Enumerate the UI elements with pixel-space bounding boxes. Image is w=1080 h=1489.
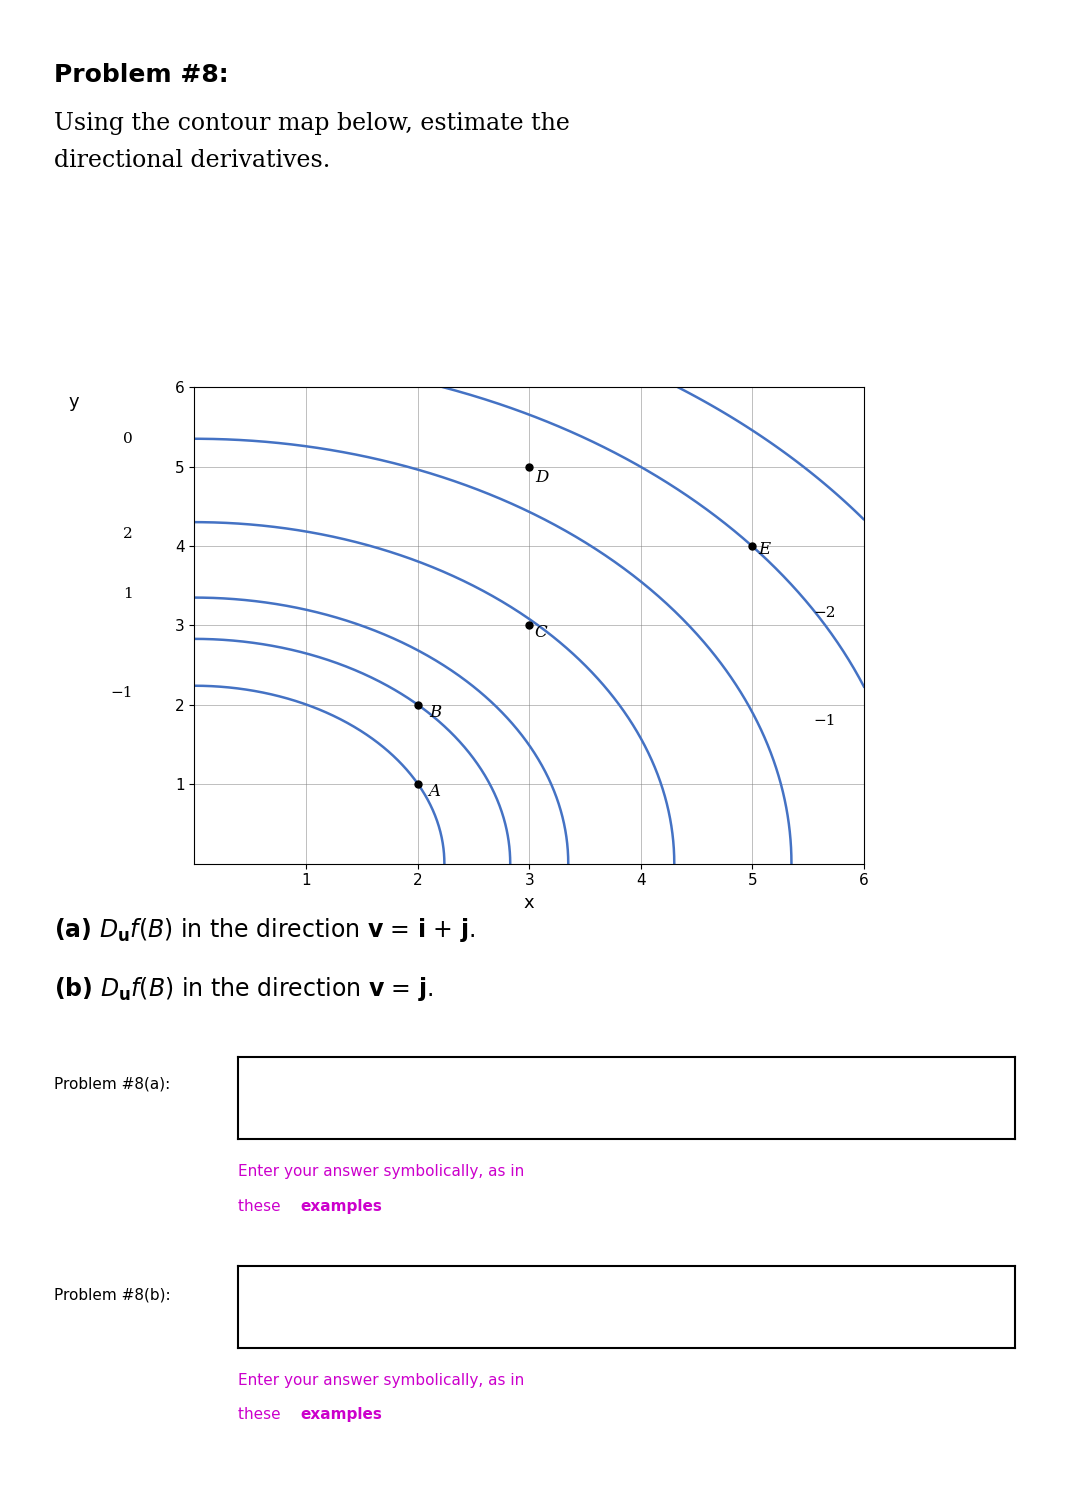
Text: −1: −1 bbox=[814, 713, 836, 728]
Text: 0: 0 bbox=[123, 432, 133, 445]
Text: Problem #8:: Problem #8: bbox=[54, 63, 229, 86]
Text: these: these bbox=[238, 1407, 285, 1422]
Text: examples: examples bbox=[300, 1407, 382, 1422]
Text: 2: 2 bbox=[123, 527, 133, 541]
Text: B: B bbox=[429, 704, 441, 721]
Text: examples: examples bbox=[300, 1199, 382, 1214]
Text: −1: −1 bbox=[110, 686, 133, 700]
Text: E: E bbox=[758, 541, 770, 558]
Text: $\mathbf{(a)}$ $D_\mathbf{u}f(B)$ in the direction $\mathbf{v}$ = $\mathbf{i}$ +: $\mathbf{(a)}$ $D_\mathbf{u}f(B)$ in the… bbox=[54, 916, 475, 944]
Text: Problem #8(b):: Problem #8(b): bbox=[54, 1288, 171, 1303]
Text: D: D bbox=[535, 469, 549, 487]
Text: Using the contour map below, estimate the: Using the contour map below, estimate th… bbox=[54, 112, 570, 134]
Text: directional derivatives.: directional derivatives. bbox=[54, 149, 330, 171]
Text: A: A bbox=[429, 783, 441, 800]
Text: 1: 1 bbox=[123, 587, 133, 600]
Y-axis label: y: y bbox=[68, 393, 79, 411]
Text: these: these bbox=[238, 1199, 285, 1214]
Text: C: C bbox=[535, 624, 548, 642]
Text: Enter your answer symbolically, as in: Enter your answer symbolically, as in bbox=[238, 1164, 524, 1179]
Text: Enter your answer symbolically, as in: Enter your answer symbolically, as in bbox=[238, 1373, 524, 1388]
Text: $\mathbf{(b)}$ $D_\mathbf{u}f(B)$ in the direction $\mathbf{v}$ = $\mathbf{j}$.: $\mathbf{(b)}$ $D_\mathbf{u}f(B)$ in the… bbox=[54, 975, 433, 1004]
Text: −2: −2 bbox=[814, 606, 836, 621]
Text: Problem #8(a):: Problem #8(a): bbox=[54, 1077, 171, 1091]
X-axis label: x: x bbox=[524, 893, 535, 911]
